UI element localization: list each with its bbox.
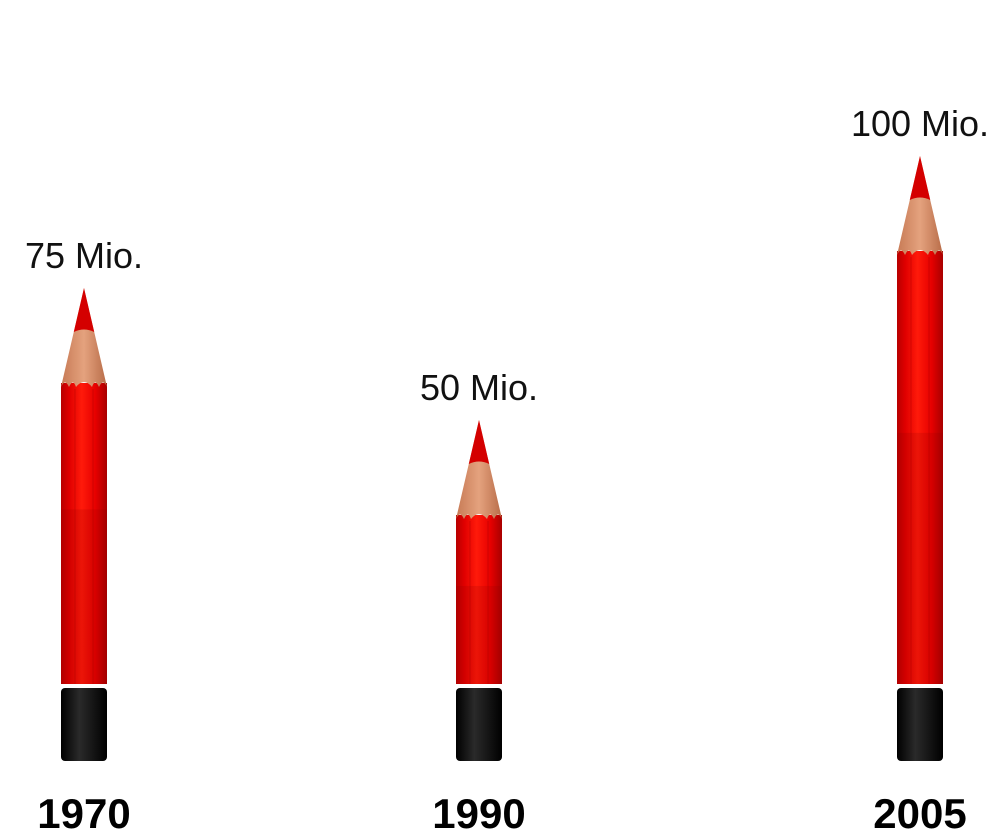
value-label-2005: 100 Mio. [851, 103, 989, 144]
category-label-2005: 2005 [873, 790, 966, 835]
category-label-1990: 1990 [432, 790, 525, 835]
pencil-wood-tip [456, 420, 502, 519]
chart-marks: 75 Mio. 1970 50 Mio. 1990 100 Mio. 2005 [25, 103, 989, 835]
pencil-wood-tip [61, 288, 107, 387]
pencil-body-shade [897, 432, 943, 684]
pencil-body [61, 383, 107, 684]
value-label-1990: 50 Mio. [420, 367, 538, 408]
value-label-1970: 75 Mio. [25, 235, 143, 276]
pencil-eraser [456, 688, 502, 761]
pencil-body [456, 515, 502, 684]
pencil-lead [73, 288, 95, 332]
pencil-body-shade [61, 509, 107, 684]
pencil-bar-2005 [897, 156, 943, 761]
pencil-body-shade [456, 585, 502, 684]
pencil-eraser [897, 688, 943, 761]
pencil-bar-1970 [61, 288, 107, 761]
category-label-1970: 1970 [37, 790, 130, 835]
pencil-bar-1990 [456, 420, 502, 761]
pencil-lead [468, 420, 490, 464]
pencil-eraser [61, 688, 107, 761]
pencil-lead [909, 156, 931, 200]
pencil-body [897, 251, 943, 684]
pencil-wood-tip [897, 156, 943, 255]
